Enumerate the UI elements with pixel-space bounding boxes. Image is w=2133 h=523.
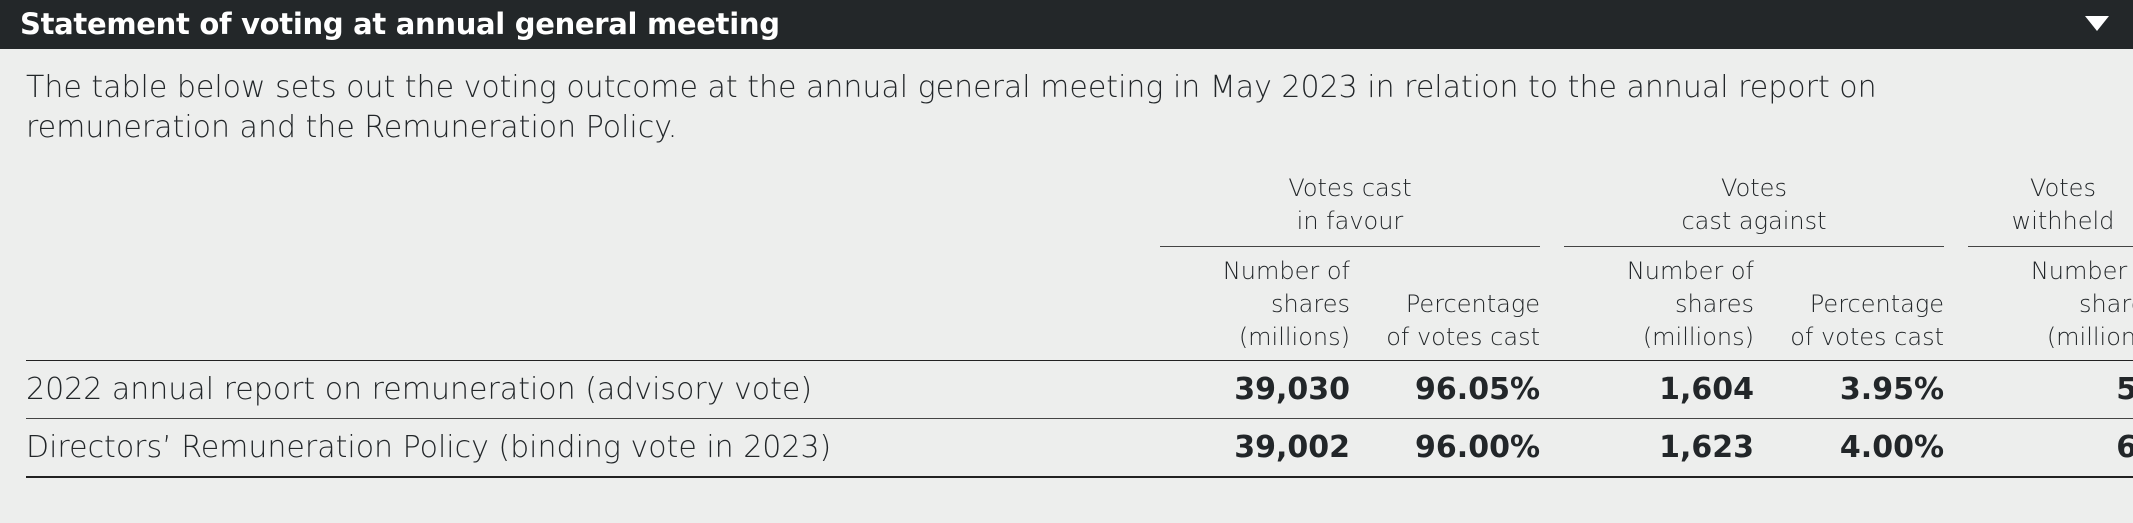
withheld-shares: 68	[1968, 418, 2133, 478]
for-pct: 96.05%	[1350, 360, 1540, 419]
withheld-shares: 59	[1968, 360, 2133, 419]
chevron-down-icon[interactable]	[2085, 16, 2109, 31]
group-header-against: Votes cast against	[1564, 172, 1944, 247]
row-label: Directors’ Remuneration Policy (binding …	[26, 418, 1160, 478]
for-pct: 96.00%	[1350, 418, 1540, 478]
row-label: 2022 annual report on remuneration (advi…	[26, 360, 1160, 419]
section-header[interactable]: Statement of voting at annual general me…	[0, 0, 2133, 49]
against-shares: 1,604	[1564, 360, 1754, 419]
for-shares: 39,002	[1160, 418, 1350, 478]
subheader-against-pct: Percentage of votes cast	[1754, 246, 1944, 361]
subheader-for-pct: Percentage of votes cast	[1350, 246, 1540, 361]
against-shares: 1,623	[1564, 418, 1754, 478]
subheader-row: Number of shares (millions) Percentage of v…	[26, 246, 2133, 361]
against-pct: 4.00%	[1754, 418, 1944, 478]
group-header-withheld: Votes withheld	[1968, 172, 2133, 247]
group-header-row: Votes cast in favour Votes cast against …	[26, 172, 2133, 247]
intro-text: The table below sets out the voting outc…	[26, 70, 1877, 145]
subheader-for-shares: Number of shares (millions)	[1160, 246, 1350, 361]
group-header-for: Votes cast in favour	[1160, 172, 1540, 247]
for-shares: 39,030	[1160, 360, 1350, 419]
table-row: 2022 annual report on remuneration (advi…	[26, 360, 2133, 419]
section-title: Statement of voting at annual general me…	[20, 7, 780, 41]
against-pct: 3.95%	[1754, 360, 1944, 419]
table-row: Directors’ Remuneration Policy (binding …	[26, 418, 2133, 478]
blank-header	[26, 172, 1160, 247]
subheader-against-shares: Number of shares (millions)	[1564, 246, 1754, 361]
voting-table: Votes cast in favour Votes cast against …	[26, 172, 2133, 478]
